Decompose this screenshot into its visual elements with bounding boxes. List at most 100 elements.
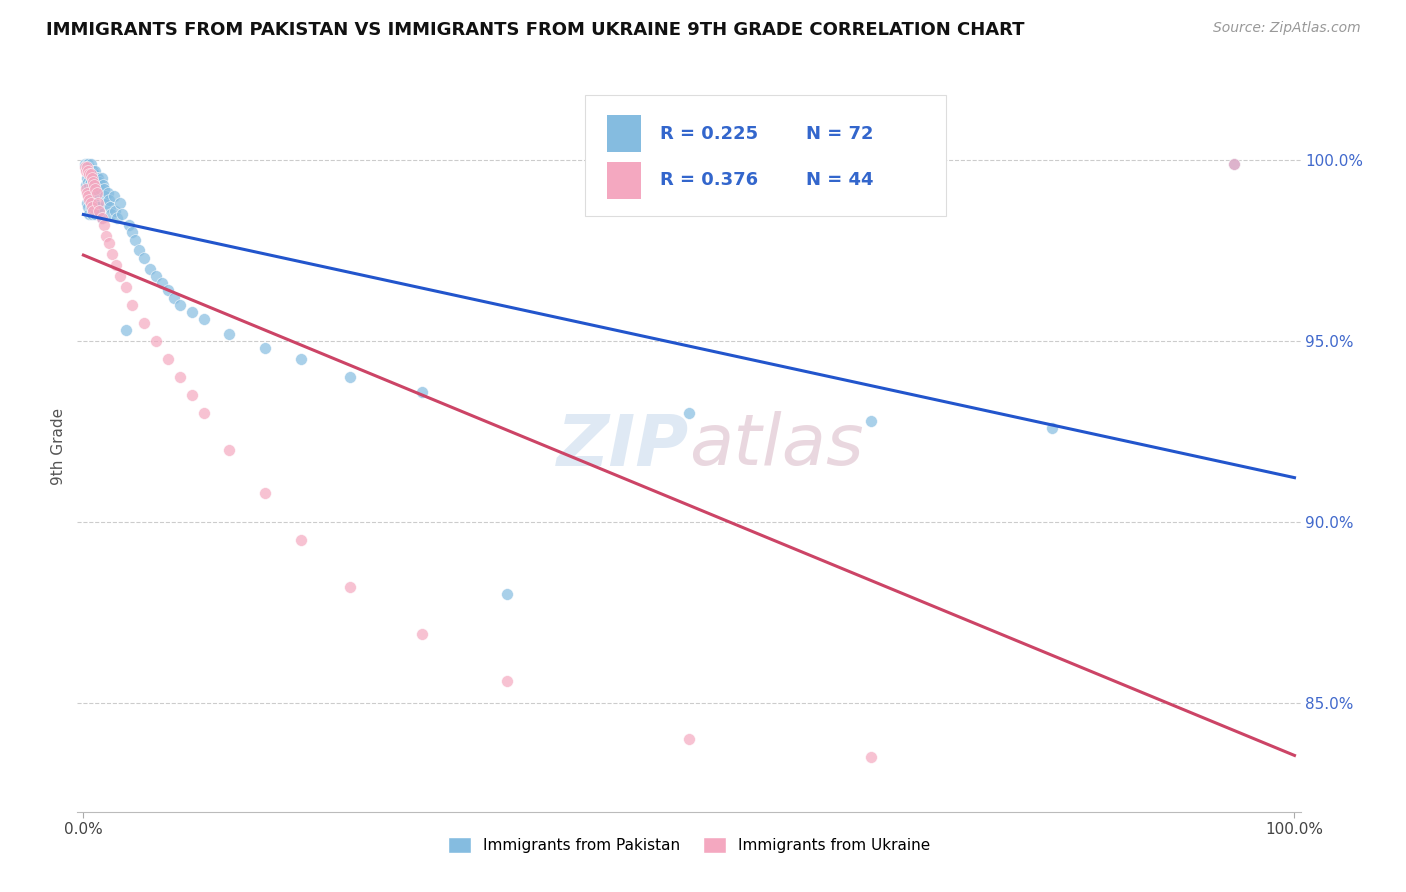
Point — [411, 384, 433, 399]
Point — [254, 341, 277, 355]
Point — [84, 182, 107, 196]
Point — [89, 203, 111, 218]
Point — [139, 261, 162, 276]
Point — [89, 203, 111, 218]
Point — [290, 352, 312, 367]
FancyBboxPatch shape — [585, 95, 946, 216]
Point — [157, 352, 180, 367]
Point — [132, 251, 155, 265]
Point — [132, 316, 155, 330]
Point — [87, 171, 110, 186]
Point — [87, 200, 110, 214]
Point — [181, 305, 204, 319]
Point — [91, 178, 114, 193]
Point — [79, 168, 101, 182]
Point — [90, 211, 112, 225]
Legend: Immigrants from Pakistan, Immigrants from Ukraine: Immigrants from Pakistan, Immigrants fro… — [441, 830, 936, 859]
Point — [96, 196, 118, 211]
Point — [77, 156, 100, 170]
Point — [73, 156, 96, 170]
Point — [411, 627, 433, 641]
Point — [169, 298, 191, 312]
Point — [79, 193, 101, 207]
Point — [150, 276, 173, 290]
Text: N = 44: N = 44 — [807, 171, 875, 189]
Point — [77, 175, 100, 189]
Point — [101, 247, 124, 261]
Point — [79, 207, 101, 221]
Point — [104, 203, 127, 218]
Point — [103, 189, 125, 203]
Point — [79, 156, 101, 170]
Point — [79, 196, 101, 211]
Text: R = 0.376: R = 0.376 — [659, 171, 758, 189]
Point — [75, 160, 97, 174]
Point — [121, 225, 143, 239]
Point — [121, 298, 143, 312]
Point — [1223, 156, 1246, 170]
Point — [79, 175, 101, 189]
Point — [76, 196, 98, 211]
Point — [496, 674, 519, 689]
Point — [118, 218, 141, 232]
Point — [339, 580, 361, 594]
Point — [75, 182, 97, 196]
Point — [163, 291, 186, 305]
Point — [290, 533, 312, 548]
Point — [77, 189, 100, 203]
Point — [82, 203, 104, 218]
Point — [80, 178, 103, 193]
Point — [80, 171, 103, 186]
Point — [79, 200, 101, 214]
Point — [157, 283, 180, 297]
Point — [496, 587, 519, 601]
Point — [76, 160, 98, 174]
Point — [86, 186, 108, 200]
Point — [105, 211, 128, 225]
Point — [79, 178, 101, 193]
Point — [80, 207, 103, 221]
Point — [80, 200, 103, 214]
Bar — [607, 162, 641, 199]
Point — [77, 163, 100, 178]
Point — [1223, 156, 1246, 170]
Text: N = 72: N = 72 — [807, 125, 875, 143]
Point — [145, 268, 167, 283]
Point — [181, 388, 204, 402]
Point — [124, 233, 146, 247]
Point — [218, 326, 240, 341]
Point — [82, 182, 104, 196]
Point — [82, 203, 104, 218]
Point — [83, 178, 105, 193]
Point — [105, 258, 128, 272]
Text: atlas: atlas — [689, 411, 863, 481]
Point — [77, 200, 100, 214]
Text: Source: ZipAtlas.com: Source: ZipAtlas.com — [1213, 21, 1361, 35]
Point — [87, 196, 110, 211]
Point — [89, 182, 111, 196]
Point — [254, 486, 277, 500]
Point — [339, 370, 361, 384]
Point — [76, 186, 98, 200]
Point — [97, 186, 120, 200]
Point — [97, 236, 120, 251]
Point — [108, 268, 131, 283]
Point — [108, 196, 131, 211]
Text: R = 0.225: R = 0.225 — [659, 125, 758, 143]
Point — [114, 279, 136, 293]
Point — [98, 200, 121, 214]
Text: ZIP: ZIP — [557, 411, 689, 481]
Point — [79, 168, 101, 182]
Bar — [607, 115, 641, 152]
Point — [218, 442, 240, 457]
Point — [678, 406, 700, 420]
Point — [111, 207, 134, 221]
Point — [859, 750, 882, 764]
Point — [97, 193, 120, 207]
Point — [96, 229, 118, 244]
Point — [193, 406, 215, 420]
Point — [82, 163, 104, 178]
Point — [83, 168, 105, 182]
Point — [145, 334, 167, 348]
Point — [1040, 421, 1063, 435]
